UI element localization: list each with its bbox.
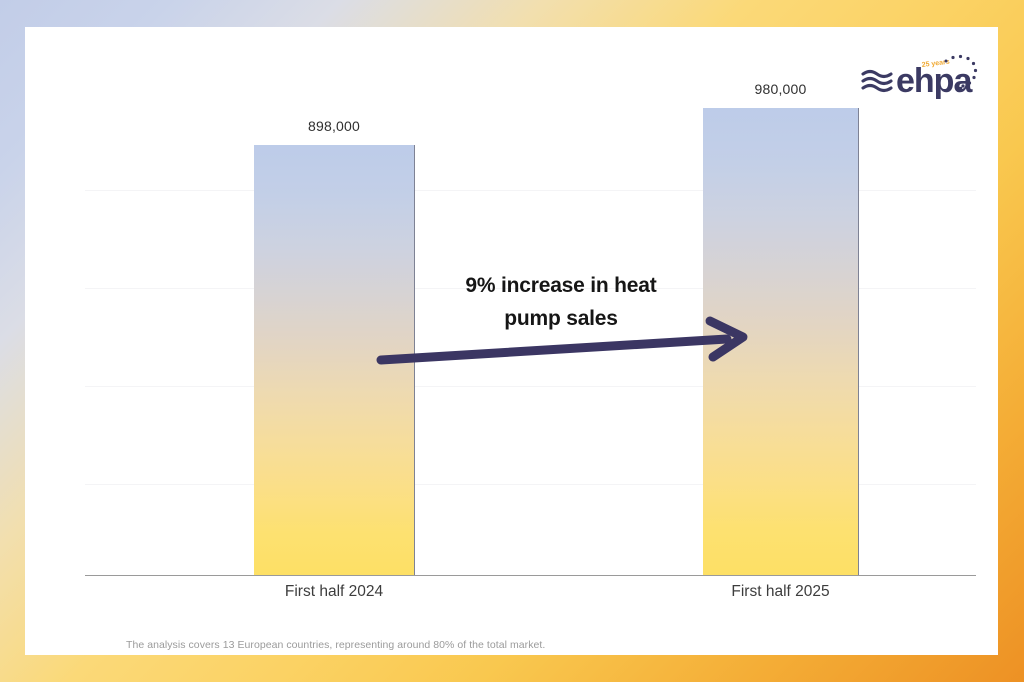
logo-dot: . — [955, 62, 964, 100]
logo-anniversary-text: 25 years — [921, 59, 950, 69]
annotation-line-2: pump sales — [504, 306, 618, 330]
wave-icon — [861, 69, 893, 93]
arrow-right-icon — [376, 316, 748, 365]
x-axis-line — [85, 575, 976, 576]
annotation-callout: 9% increase in heat pump sales — [423, 270, 699, 335]
gridline — [85, 386, 976, 387]
gridline — [85, 288, 976, 289]
annotation-line-1: 9% increase in heat — [465, 274, 657, 297]
bar-value-label-2025: 980,000 — [754, 81, 807, 97]
logo-wordmark: ehpa — [896, 62, 973, 100]
ehpa-logo: ehpa . 25 years — [860, 49, 980, 105]
footnote-text: The analysis covers 13 European countrie… — [126, 639, 546, 651]
chart-card: ehpa . 25 years — [25, 27, 998, 655]
category-label-first-half-2025: First half 2025 — [731, 583, 830, 600]
category-label-first-half-2024: First half 2024 — [284, 583, 384, 600]
annotation-arrow — [376, 316, 748, 365]
eu-stars-icon — [944, 54, 978, 88]
gridline — [85, 484, 976, 485]
ehpa-logo-svg: ehpa . 25 years — [861, 54, 978, 100]
bar-value-label-2024: 898,000 — [307, 118, 360, 134]
gridline — [85, 190, 976, 191]
